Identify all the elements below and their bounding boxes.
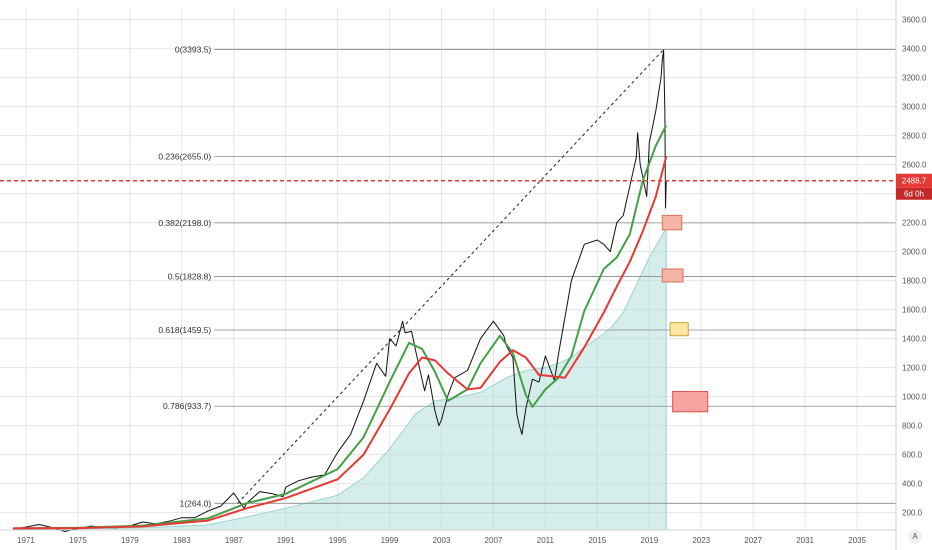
x-tick-label: 2031 xyxy=(796,536,814,545)
fib-level-label: 0.5(1828.8) xyxy=(168,271,212,281)
y-tick-label: 400.0 xyxy=(902,480,923,489)
x-tick-label: 1971 xyxy=(17,536,35,545)
y-tick-label: 2000.0 xyxy=(902,248,927,257)
y-tick-label: 2200.0 xyxy=(902,219,927,228)
x-tick-label: 2007 xyxy=(485,536,503,545)
y-tick-label: 2600.0 xyxy=(902,161,927,170)
y-tick-label: 1400.0 xyxy=(902,335,927,344)
y-tick-label: 200.0 xyxy=(902,509,923,518)
slow-moving-average xyxy=(12,156,668,530)
x-tick-label: 1987 xyxy=(225,536,243,545)
countdown-badge xyxy=(896,187,932,200)
y-tick-label: 600.0 xyxy=(902,451,923,460)
x-tick-label: 2027 xyxy=(744,536,762,545)
x-tick-label: 2011 xyxy=(537,536,555,545)
x-tick-label: 2023 xyxy=(692,536,710,545)
price-series xyxy=(12,49,667,532)
axis-badge[interactable]: A xyxy=(908,530,922,544)
x-tick-label: 1975 xyxy=(69,536,87,545)
x-tick-label: 1999 xyxy=(381,536,399,545)
x-tick-label: 1979 xyxy=(121,536,139,545)
x-tick-label: 2015 xyxy=(588,536,606,545)
y-tick-label: 3000.0 xyxy=(902,103,927,112)
target-zone[interactable] xyxy=(661,214,683,231)
fib-level-label: 0.786(933.7) xyxy=(163,401,211,411)
countdown-label: 6d 0h xyxy=(904,190,924,199)
fib-level-label: 0(3393.5) xyxy=(175,45,212,55)
fib-level-label: 1(264.0) xyxy=(180,498,212,508)
fib-level-label: 0.618(1459.5) xyxy=(158,325,211,335)
target-zone[interactable] xyxy=(669,322,689,337)
target-zone[interactable] xyxy=(672,391,709,413)
y-tick-label: 3200.0 xyxy=(902,74,927,83)
y-tick-label: 3600.0 xyxy=(902,16,927,25)
x-tick-label: 1995 xyxy=(329,536,347,545)
y-tick-label: 3400.0 xyxy=(902,45,927,54)
y-tick-label: 800.0 xyxy=(902,422,923,431)
fib-level-label: 0.236(2655.0) xyxy=(158,152,211,162)
y-tick-label: 1800.0 xyxy=(902,277,927,286)
price-badge xyxy=(896,173,932,188)
fib-level-label: 0.382(2198.0) xyxy=(158,218,211,228)
price-badge-label: 2488.7 xyxy=(902,177,927,186)
y-tick-label: 2800.0 xyxy=(902,132,927,141)
x-tick-label: 2003 xyxy=(433,536,451,545)
x-tick-label: 2035 xyxy=(848,536,866,545)
x-tick-label: 1991 xyxy=(277,536,295,545)
average-area xyxy=(12,226,667,531)
fib-trendline[interactable] xyxy=(237,49,664,504)
y-tick-label: 1200.0 xyxy=(902,364,927,373)
x-tick-label: 1983 xyxy=(173,536,191,545)
target-zone[interactable] xyxy=(661,268,684,283)
x-tick-label: 2019 xyxy=(640,536,658,545)
y-tick-label: 1000.0 xyxy=(902,393,927,402)
y-tick-label: 1600.0 xyxy=(902,306,927,315)
fast-moving-average xyxy=(12,124,668,530)
